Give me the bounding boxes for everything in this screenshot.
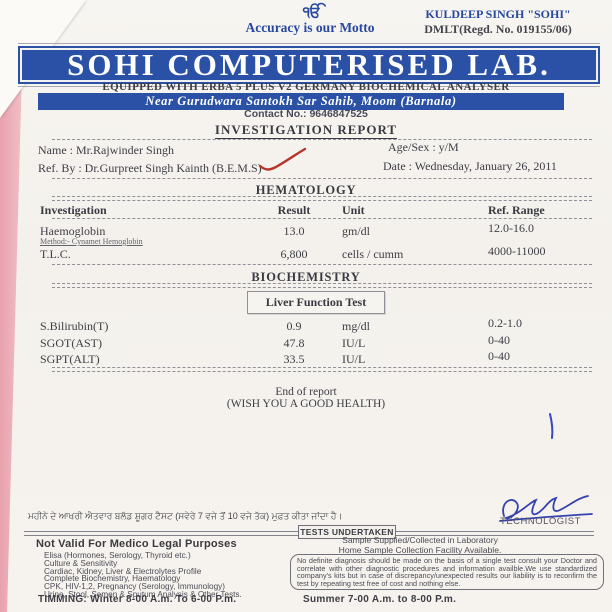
test-result: 6,800	[280, 247, 308, 261]
report-date: Date : Wednesday, January 26, 2011	[383, 159, 557, 173]
test-name: S.Bilirubin(T)	[40, 319, 109, 333]
divider	[52, 178, 592, 179]
header-ref-range: Ref. Range	[488, 203, 545, 217]
test-name: SGPT(ALT)	[40, 352, 100, 366]
list-item: Culture & Sensitivity	[44, 558, 118, 568]
list-item: Urine, Stool, Semen & Sputum Analysis & …	[44, 589, 242, 599]
test-ref-range: 12.0-16.0	[488, 221, 534, 235]
list-item: CPK, HIV-1,2, Pregnancy (Serology, Immun…	[44, 582, 225, 592]
test-unit: mg/dl	[342, 319, 371, 333]
timing-summer: Summer 7-00 A.m. to 8-00 P.m.	[303, 594, 457, 605]
test-result: 13.0	[283, 224, 305, 238]
test-unit: cells / cumm	[342, 247, 404, 261]
owner-registration: DMLT(Regd. No. 019155/06)	[424, 22, 572, 36]
referred-by: Ref. By : Dr.Gurpreet Singh Kainth (B.E.…	[38, 161, 262, 175]
patient-name: Name : Mr.Rajwinder Singh	[38, 143, 174, 157]
lab-name: SOHI COMPUTERISED LAB.	[20, 48, 598, 82]
divider	[52, 218, 592, 219]
equipment-line: EQUIPPED WITH ERBA 5 PLUS V2 GERMANY BIO…	[102, 81, 510, 93]
sample-line-1: Sample Supplied/Collected in Laboratory	[342, 535, 498, 545]
section-biochemistry: BIOCHEMISTRY	[251, 270, 361, 284]
owner-name: KULDEEP SINGH "SOHI"	[425, 7, 571, 21]
test-unit: IU/L	[342, 352, 366, 366]
test-name: SGOT(AST)	[40, 336, 102, 350]
divider	[52, 196, 592, 201]
divider	[52, 139, 592, 140]
header-result: Result	[277, 203, 311, 217]
not-valid-note: Not Valid For Medico Legal Purposes	[36, 538, 237, 550]
section-hematology: HEMATOLOGY	[255, 183, 357, 197]
divider	[52, 283, 592, 288]
lab-motto: Accuracy is our Motto	[245, 20, 375, 35]
test-method-note: Method:- Cynamet Hemoglobin	[40, 237, 143, 246]
divider	[52, 264, 592, 265]
test-result: 47.8	[283, 336, 305, 350]
sample-collection-note: Sample Supplied/Collected in Laboratory …	[320, 535, 520, 555]
timing-winter: TIMMING: Winter 8-00 A.m. To 6-00 P.m.	[38, 594, 237, 605]
list-item: Complete Biochemistry, Haematology	[44, 574, 181, 584]
list-item: Cardiac, Kidney, Liver & Electrolytes Pr…	[44, 566, 202, 576]
punjabi-free-test-note: ਮਹੀਨੇ ਦੇ ਆਖਰੀ ਐਤਵਾਰ ਬਲੱਡ ਸ਼ੂਗਰ ਟੈਸਟ (ਸਵੇ…	[28, 511, 343, 521]
patient-age-sex: Age/Sex : y/M	[388, 140, 459, 154]
technologist-signature	[499, 495, 593, 522]
wish-line: (WISH YOU A GOOD HEALTH)	[226, 398, 386, 410]
header-unit: Unit	[342, 203, 365, 217]
test-name: Haemoglobin	[40, 224, 106, 238]
test-unit: gm/dl	[342, 224, 371, 238]
header-investigation: Investigation	[40, 203, 107, 217]
test-ref-range: 0.2-1.0	[488, 316, 522, 330]
test-result: 0.9	[286, 319, 302, 333]
blue-pen-mark	[549, 413, 554, 439]
lab-address: Near Gurudwara Santokh Sar Sahib, Moom (…	[38, 93, 564, 110]
test-ref-range: 0-40	[488, 349, 510, 363]
test-unit: IU/L	[342, 336, 366, 350]
test-name: T.L.C.	[40, 247, 71, 261]
end-of-report: End of report	[275, 386, 337, 398]
report-title-text: INVESTIGATION REPORT	[214, 122, 398, 139]
contact-number: Contact No.: 9646847525	[244, 108, 368, 120]
report-title: INVESTIGATION REPORT	[0, 122, 612, 139]
test-ref-range: 0-40	[488, 333, 510, 347]
test-method-text: Method:- Cynamet Hemoglobin	[40, 237, 143, 246]
divider	[52, 367, 592, 372]
tests-list: Elisa (Hormones, Serology, Thyroid etc.)…	[44, 552, 242, 599]
ik-onkar-icon: ੴ	[302, 5, 322, 21]
list-item: Elisa (Hormones, Serology, Thyroid etc.)	[44, 551, 191, 560]
disclaimer-box: No definite diagnosis should be made on …	[290, 554, 604, 591]
red-checkmark-pen	[258, 147, 307, 171]
test-ref-range: 4000-11000	[488, 244, 546, 258]
test-result: 33.5	[283, 352, 305, 366]
sample-line-2: Home Sample Collection Facility Availabl…	[338, 544, 502, 555]
technologist-label: TECHNOLOGIST	[500, 516, 581, 527]
subsection-liver-function-test: Liver Function Test	[247, 291, 385, 314]
tests-undertaken-badge: TESTS UNDERTAKEN	[298, 525, 396, 539]
lab-name-banner: SOHI COMPUTERISED LAB.	[18, 43, 600, 87]
